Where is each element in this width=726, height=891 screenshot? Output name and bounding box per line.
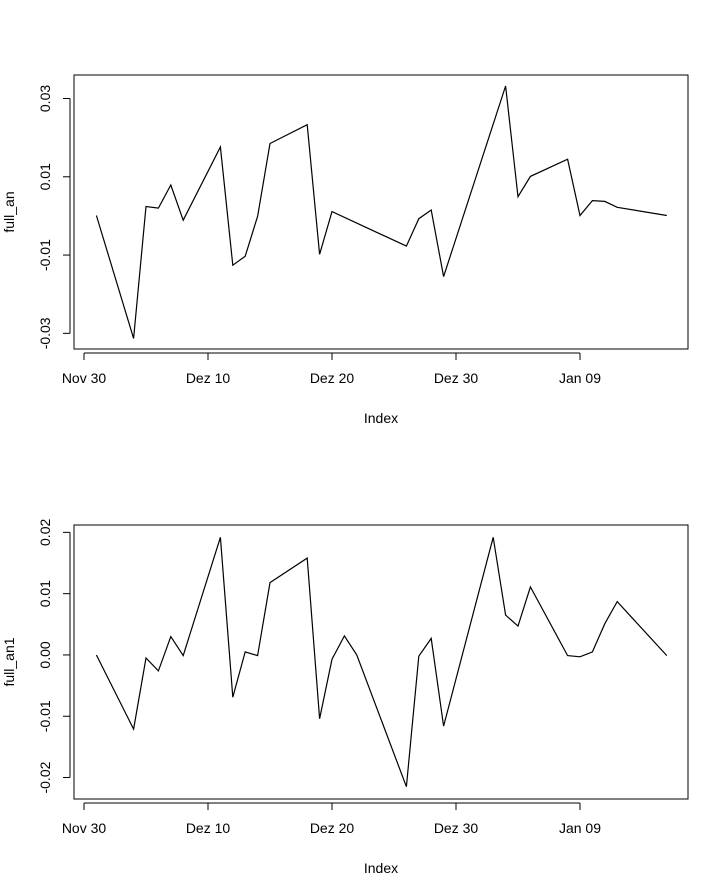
x-tick-label: Dez 10 [186,370,231,386]
x-tick-label: Dez 30 [434,370,479,386]
x-tick-label: Jan 09 [559,370,601,386]
x-tick-label: Dez 20 [310,820,355,836]
x-axis-label: Index [364,860,398,876]
x-tick-label: Nov 30 [62,820,107,836]
y-tick-label: 0.00 [37,641,53,668]
y-tick-label: -0.01 [37,700,53,732]
series-line-2 [95,537,668,787]
y-tick-label: 0.03 [37,85,53,112]
x-axis-label: Index [364,410,398,426]
x-tick-label: Dez 10 [186,820,231,836]
y-axis-label: full_an1 [1,637,17,686]
x-tick-label: Jan 09 [559,820,601,836]
y-tick-label: 0.01 [37,580,53,607]
y-tick-label: 0.01 [37,163,53,190]
x-tick-label: Dez 20 [310,370,355,386]
x-tick-label: Nov 30 [62,370,107,386]
y-tick-label: 0.02 [37,519,53,546]
y-tick-label: -0.02 [37,761,53,793]
series-line-1 [95,85,667,339]
y-tick-label: -0.01 [37,239,53,271]
plot-frame-2 [73,524,689,800]
y-axis-label: full_an [1,191,17,232]
plot-frame-1 [73,74,689,350]
y-tick-label: -0.03 [37,317,53,349]
x-tick-label: Dez 30 [434,820,479,836]
